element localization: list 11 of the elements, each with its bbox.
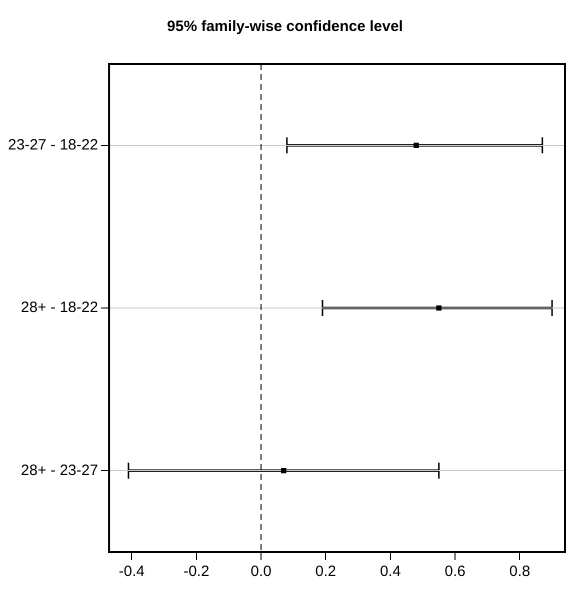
x-tick-label: -0.2 [183,563,210,580]
y-tick-label: 23-27 - 18-22 [8,136,98,154]
x-tick-label: 0.4 [380,563,401,580]
x-tick-label: -0.4 [118,563,145,580]
x-tick-label: 0.8 [509,563,530,580]
x-tick-label: 0.6 [444,563,466,580]
y-tick-label: 28+ - 23-27 [20,462,98,479]
x-tick-label: 0.0 [250,563,272,580]
y-tick-label: 28+ - 18-22 [20,299,98,316]
chart-title: 95% family-wise confidence level [167,18,403,36]
x-tick-label: 0.2 [315,563,336,580]
